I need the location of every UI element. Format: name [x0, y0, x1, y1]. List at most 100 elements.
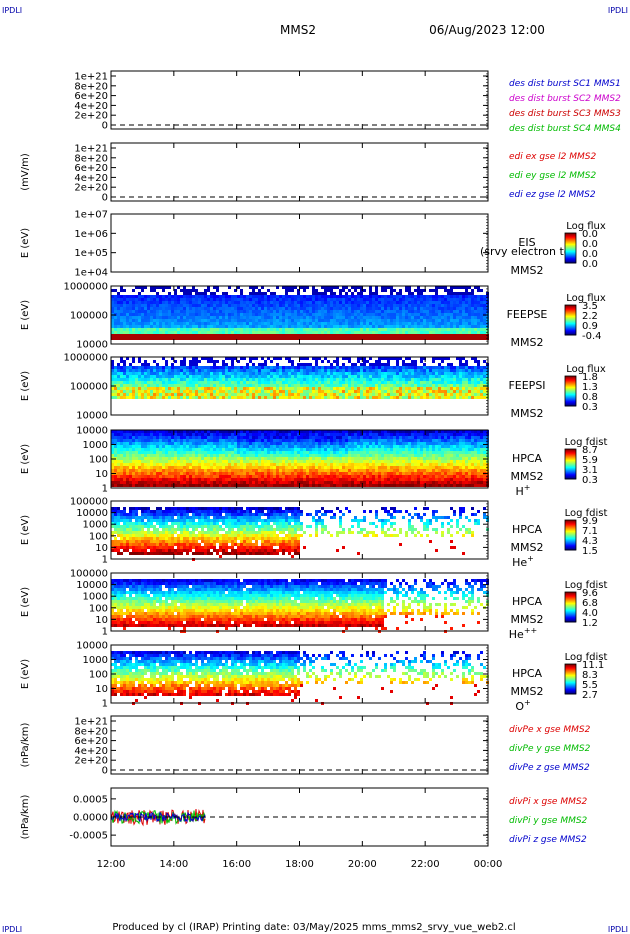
panel10-ytick-label: 1e+21 [74, 717, 108, 728]
panel6-ytick-label: 10 [95, 469, 108, 480]
panel7-colorbar-label: 1.5 [582, 546, 598, 557]
panel5-colorbar-title: Log flux [566, 364, 606, 375]
time-tick-label: 16:00 [222, 859, 251, 870]
panel3-ylabel: E (eV) [20, 228, 31, 258]
panel11-legend-item: divPi x gse MMS2 [509, 797, 588, 807]
panel5-colorbar-label: 1.3 [582, 382, 598, 393]
panel11-ytick-label: 0.0000 [73, 813, 108, 824]
panel3-frame [110, 213, 489, 273]
panel6-ylabel: E (eV) [20, 444, 31, 474]
panel8-ytick-label: 1000 [83, 592, 108, 603]
panel4-ytick-label: 10000 [76, 340, 108, 351]
panel4-ytick-label: 100000 [70, 311, 108, 322]
panel9-ytick-label: 100 [89, 670, 108, 681]
corner-label-bottom-right: IPDLI [608, 925, 628, 934]
panel5-ytick-label: 10000 [76, 411, 108, 422]
time-tick-label: 20:00 [348, 859, 377, 870]
footer: Produced by cl (IRAP) Printing date: 03/… [2, 922, 628, 934]
panel7-species: He+ [512, 554, 534, 569]
panel3-colorbar [564, 232, 577, 264]
panel7-ytick-label: 10000 [76, 508, 108, 519]
panel7-spacecraft: MMS2 [511, 541, 544, 554]
panel9-spacecraft: MMS2 [511, 685, 544, 698]
panel1-legend-item: des dist burst SC1 MMS1 [509, 79, 621, 89]
panel7-ytick-label: 10 [95, 543, 108, 554]
panel11-ytick-label: -0.0005 [69, 831, 108, 842]
panel5-ytick-label: 100000 [70, 382, 108, 393]
panel10-legend-item: divPe z gse MMS2 [509, 763, 590, 773]
panel9-ylabel: E (eV) [20, 659, 31, 689]
panel5-colorbar-label: 0.3 [582, 402, 598, 413]
panel11: 0.0005 0.0000 -0.0005 (nPa/km) divPi x gse M… [20, 787, 588, 847]
panel3-ytick-label: 1e+04 [74, 268, 108, 279]
panel6-instrument: HPCA [512, 452, 543, 465]
panel3-spacecraft: MMS2 [511, 264, 544, 277]
panel4-ytick-label: 1000000 [63, 282, 108, 293]
panel9-ytick-label: 10000 [76, 641, 108, 652]
time-axis: 12:00 14:00 16:00 18:00 20:00 22:00 00:00 [97, 859, 503, 870]
panel10-ylabel: (nPa/km) [20, 723, 31, 768]
panel3-colorbar-label: 0.0 [582, 239, 598, 250]
panel2-ytick-label: 0 [102, 193, 108, 204]
panel1-ytick-label: 8e+20 [74, 81, 108, 92]
time-tick-label: 12:00 [97, 859, 126, 870]
panel7-ylabel: E (eV) [20, 515, 31, 545]
panel9-instrument: HPCA [512, 667, 543, 680]
panel6-colorbar-label: 5.9 [582, 455, 598, 466]
panel9-colorbar [564, 663, 577, 695]
panel9-ytick-label: 1000 [83, 655, 108, 666]
panel7-colorbar-label: 7.1 [582, 526, 598, 537]
panel3-overlay-text: (srvy electron to [480, 245, 571, 258]
panel9-content [111, 651, 489, 705]
panel7-instrument: HPCA [512, 523, 543, 536]
panel5-instrument: FEEPSI [508, 379, 545, 392]
panel6-ytick-label: 1000 [83, 440, 108, 451]
panel6-colorbar-label: 0.3 [582, 475, 598, 486]
panel1-legend-item: des dist burst SC4 MMS4 [509, 124, 621, 134]
panel1-ytick-label: 4e+20 [74, 101, 108, 112]
panel10-ytick-label: 0 [102, 766, 108, 777]
panel8-colorbar-title: Log fdist [565, 580, 608, 591]
panel8-colorbar [564, 591, 577, 623]
panel2-ytick-label: 6e+20 [74, 163, 108, 174]
panel9-colorbar-label: 8.3 [582, 670, 598, 681]
panel11-content [110, 808, 206, 827]
panel7-colorbar [564, 519, 577, 551]
panel3: 1e+07 1e+06 1e+05 1e+04 E (eV) EIS MMS2 (srvy e… [20, 210, 606, 279]
panel6-ytick-label: 1 [102, 484, 108, 495]
panel7-content [111, 507, 489, 561]
time-tick-label: 18:00 [285, 859, 314, 870]
panel4-colorbar-label: 2.2 [582, 311, 598, 322]
panel3-colorbar-label: 0.0 [582, 259, 598, 270]
panel7-ytick-label: 1 [102, 555, 108, 566]
panel2-ytick-label: 4e+20 [74, 173, 108, 184]
panel2-ytick-label: 2e+20 [74, 183, 108, 194]
panel6-content [111, 430, 489, 487]
panel8-instrument: HPCA [512, 595, 543, 608]
panel7-ytick-label: 100 [89, 531, 108, 542]
panel6-colorbar [564, 448, 577, 480]
panel8-ytick-label: 100000 [70, 569, 108, 580]
panel1-ytick-label: 0 [102, 121, 108, 132]
panel2-ytick-label: 8e+20 [74, 153, 108, 164]
panel8-ylabel: E (eV) [20, 587, 31, 617]
panel1-ytick-label: 2e+20 [74, 111, 108, 122]
panel11-ytick-label: 0.0005 [73, 794, 108, 805]
panel1-frame [110, 70, 489, 130]
panel11-ylabel: (nPa/km) [20, 795, 31, 840]
panel5-colorbar-label: 1.8 [582, 372, 598, 383]
panel6-colorbar-label: 3.1 [582, 465, 598, 476]
time-tick-label: 00:00 [474, 859, 503, 870]
panel9-species: O+ [515, 698, 530, 713]
panel2-legend-item: edi ex gse l2 MMS2 [509, 152, 596, 162]
corner-label-top-left: IPDLI [2, 6, 22, 15]
panel8-ytick-label: 10 [95, 615, 108, 626]
time-tick-label: 14:00 [159, 859, 188, 870]
panel2-ylabel: (mV/m) [20, 153, 31, 191]
panel10-legend-item: divPe x gse MMS2 [509, 725, 591, 735]
